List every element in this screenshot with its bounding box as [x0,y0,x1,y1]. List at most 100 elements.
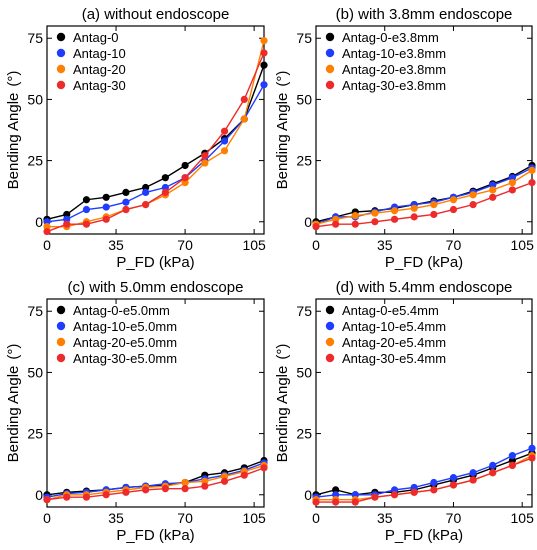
legend-marker [56,353,66,363]
data-point [161,188,169,196]
legend-label: Antag-0-e5.0mm [73,303,170,318]
data-point [82,493,91,501]
data-point [332,498,340,506]
x-tick-label: 0 [312,510,320,526]
data-point [390,491,399,499]
data-point [528,179,536,187]
x-tick-label: 70 [177,510,193,526]
legend: Antag-0-e5.4mmAntag-10-e5.4mmAntag-20-e5… [325,303,446,366]
data-point [181,478,189,487]
y-tick-label: 50 [27,364,43,380]
chart-panel-3: (c) with 5.0mm endoscope 0 35 70 105 0 25 50 75 P… [5,279,268,544]
data-point [489,469,497,477]
data-point [430,201,438,209]
data-point [332,220,340,228]
data-point [528,454,536,462]
y-tick-label: 50 [27,91,43,107]
data-point [371,493,379,501]
data-point [390,207,399,215]
y-tick-label: 25 [296,426,312,442]
data-point [351,220,359,228]
data-point [102,491,110,499]
data-point [240,115,248,123]
y-tick-label: 50 [296,364,312,380]
y-axis-label: Bending Angle (°) [274,344,291,463]
data-point [82,205,91,214]
y-axis-label-unit: (°) [274,71,291,87]
legend-label: Antag-10-e5.0mm [73,319,177,334]
legend-marker [56,48,66,58]
x-tick-label: 105 [511,237,535,253]
data-point [469,191,477,199]
data-point [449,205,458,214]
chart-title: (d) with 5.4mm endoscope [336,279,513,296]
data-point [449,474,458,482]
data-point [410,204,418,212]
legend-label: Antag-10-e5.4mm [342,319,446,334]
legend-label: Antag-20-e3.8mm [342,62,446,77]
legend-label: Antag-30-e5.4mm [342,351,446,366]
series-line [315,164,533,223]
data-point [430,486,438,494]
legend-label: Antag-20 [73,62,126,77]
data-point [142,188,150,196]
series-Antag-0 [43,61,268,223]
data-point [122,488,130,496]
data-point [371,209,379,217]
chart-title: (a) without endoscope [82,6,230,23]
x-tick-label: 35 [377,237,393,253]
data-point [260,61,268,69]
data-point [142,201,150,209]
data-point [508,461,516,469]
data-point [351,212,359,220]
data-point [449,196,458,204]
series-line [315,452,533,496]
data-point [102,193,110,201]
data-point [102,215,110,223]
data-point [449,481,458,489]
x-tick-label: 105 [242,510,266,526]
data-point [181,485,189,493]
series-Antag-30 [43,49,268,236]
data-point [430,478,438,487]
legend-marker [325,353,335,363]
series-Antag-20-e3.8mm [312,166,536,228]
legend-label: Antag-0-e5.4mm [342,303,439,318]
y-axis-label-name: Bending Angle [274,93,291,190]
y-tick-label: 0 [35,214,43,230]
data-point [469,469,477,477]
series-Antag-20-e5.4mm [312,452,536,504]
data-point [489,186,497,194]
data-point [489,461,497,469]
data-point [260,37,268,45]
series-Antag-30-e3.8mm [312,179,536,231]
data-point [260,81,268,89]
x-tick-label: 35 [108,237,124,253]
data-point [220,477,229,485]
legend-marker [325,48,335,58]
x-tick-label: 0 [43,510,51,526]
legend-label: Antag-10-e3.8mm [342,46,446,61]
y-tick-label: 0 [304,214,312,230]
legend-marker [56,32,66,42]
data-point [508,186,516,194]
plot-frame [46,25,265,235]
data-point [181,161,189,170]
legend-marker [325,32,335,42]
data-point [82,196,91,204]
data-point [220,137,229,145]
data-point [528,444,536,452]
x-tick-label: 70 [446,237,462,253]
legend: Antag-0-e3.8mmAntag-10-e3.8mmAntag-20-e3… [325,30,446,93]
data-point [260,49,268,57]
y-tick-label: 75 [296,303,312,319]
x-tick-label: 105 [242,237,266,253]
y-axis-label-unit: (°) [5,71,22,87]
data-point [410,488,418,496]
x-tick-label: 70 [177,237,193,253]
data-point [102,203,110,211]
data-point [430,210,438,219]
legend-marker [325,80,335,90]
y-tick-label: 0 [35,487,43,503]
data-point [63,493,71,501]
